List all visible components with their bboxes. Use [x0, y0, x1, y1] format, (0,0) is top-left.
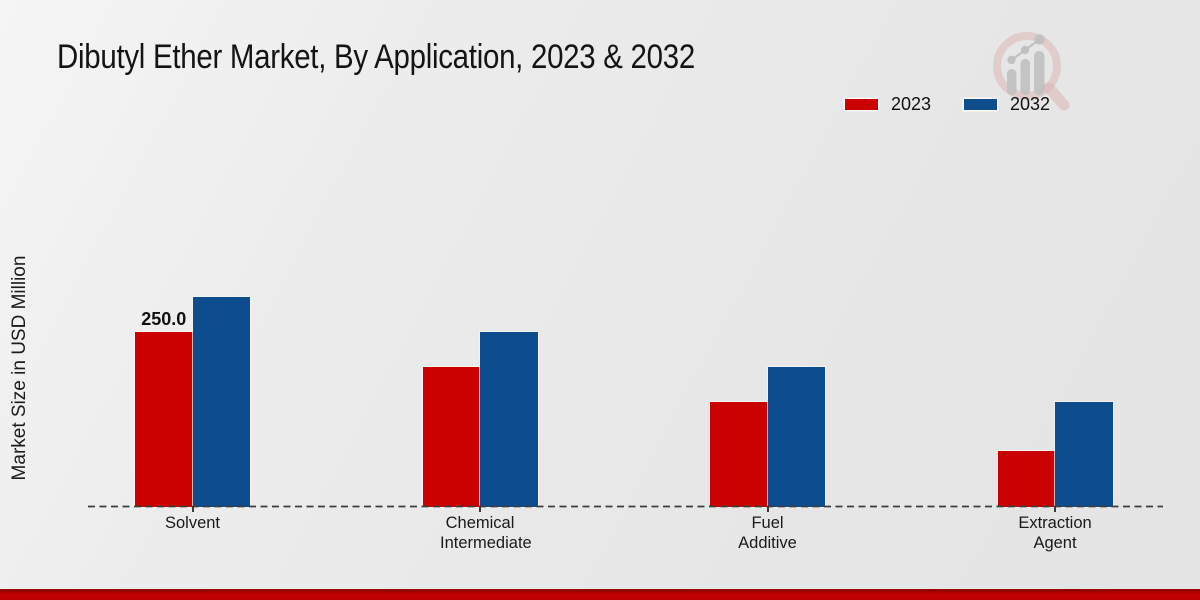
- bar-2023-chemical-intermediate: [422, 366, 480, 507]
- bar-2023-extraction-agent: [997, 450, 1055, 507]
- bar-2023-solvent: [135, 331, 193, 507]
- legend-swatch-2023: [845, 98, 878, 110]
- bar-2032-solvent: [192, 296, 250, 507]
- category-label-solvent: Solvent: [164, 514, 221, 532]
- legend-label-2023: 2023: [891, 93, 932, 114]
- bar-2023-fuel-additive: [710, 401, 768, 507]
- x-axis-tick: [191, 506, 194, 512]
- legend-label-2032: 2032: [1010, 93, 1051, 114]
- category-label-chemical-intermediate: Chemical Intermediate: [440, 514, 532, 552]
- bar-2032-fuel-additive: [767, 366, 825, 507]
- x-axis-tick: [1054, 506, 1056, 512]
- x-axis-tick: [479, 506, 481, 512]
- chart-title: Dibutyl Ether Market, By Application, 20…: [57, 38, 695, 76]
- x-axis-tick: [766, 506, 769, 512]
- bar-value-label: 250.0: [141, 308, 187, 329]
- category-label-fuel-additive: Fuel Additive: [738, 514, 797, 552]
- bar-2032-chemical-intermediate: [480, 331, 538, 507]
- bar-2032-extraction-agent: [1055, 401, 1113, 507]
- category-label-extraction-agent: Extraction Agent: [1018, 514, 1092, 552]
- magnifier-bar-chart-watermark-icon: [993, 32, 1070, 111]
- footer-accent-bar: [0, 589, 1200, 600]
- legend-item-2032: 2032: [964, 93, 1051, 114]
- legend-swatch-2032: [964, 98, 997, 110]
- legend-item-2023: 2023: [845, 93, 932, 114]
